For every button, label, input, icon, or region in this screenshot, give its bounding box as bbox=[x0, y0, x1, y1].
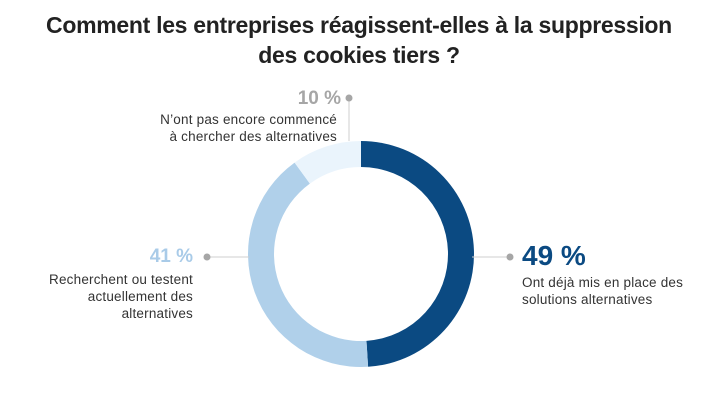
chart-title-line-2: des cookies tiers ? bbox=[258, 42, 460, 68]
leader-dot-1 bbox=[203, 253, 211, 261]
slice-value-label-0: 49 % bbox=[522, 240, 586, 271]
donut-slice-1 bbox=[247, 162, 369, 367]
leader-dot-2 bbox=[345, 94, 353, 102]
slice-0-label-line-2: solutions alternatives bbox=[522, 292, 653, 307]
leader-dot-0 bbox=[506, 253, 514, 261]
donut-slice-2 bbox=[294, 141, 361, 184]
slice-category-label-2: N’ont pas encore commencé à chercher des… bbox=[160, 111, 337, 145]
slice-1-label-line-1: Recherchent ou testent bbox=[49, 272, 193, 287]
slice-value-label-1: 41 % bbox=[149, 246, 193, 267]
slice-0-label-line-1: Ont déjà mis en place des bbox=[522, 275, 684, 290]
slice-1-label-line-2: actuellement des bbox=[87, 289, 193, 304]
slice-1-label-line-3: alternatives bbox=[121, 306, 193, 321]
chart-title-line-1: Comment les entreprises réagissent-elles… bbox=[46, 12, 672, 38]
slice-2-label-line-2: à chercher des alternatives bbox=[169, 129, 337, 144]
chart-title: Comment les entreprises réagissent-elles… bbox=[0, 10, 718, 70]
slice-2-label-line-1: N’ont pas encore commencé bbox=[160, 112, 337, 127]
slice-category-label-1: Recherchent ou testent actuellement des … bbox=[49, 271, 193, 322]
slice-category-label-0: Ont déjà mis en place des solutions alte… bbox=[522, 274, 683, 308]
donut-slice-0 bbox=[361, 141, 474, 367]
slice-value-label-2: 10 % bbox=[297, 88, 341, 109]
